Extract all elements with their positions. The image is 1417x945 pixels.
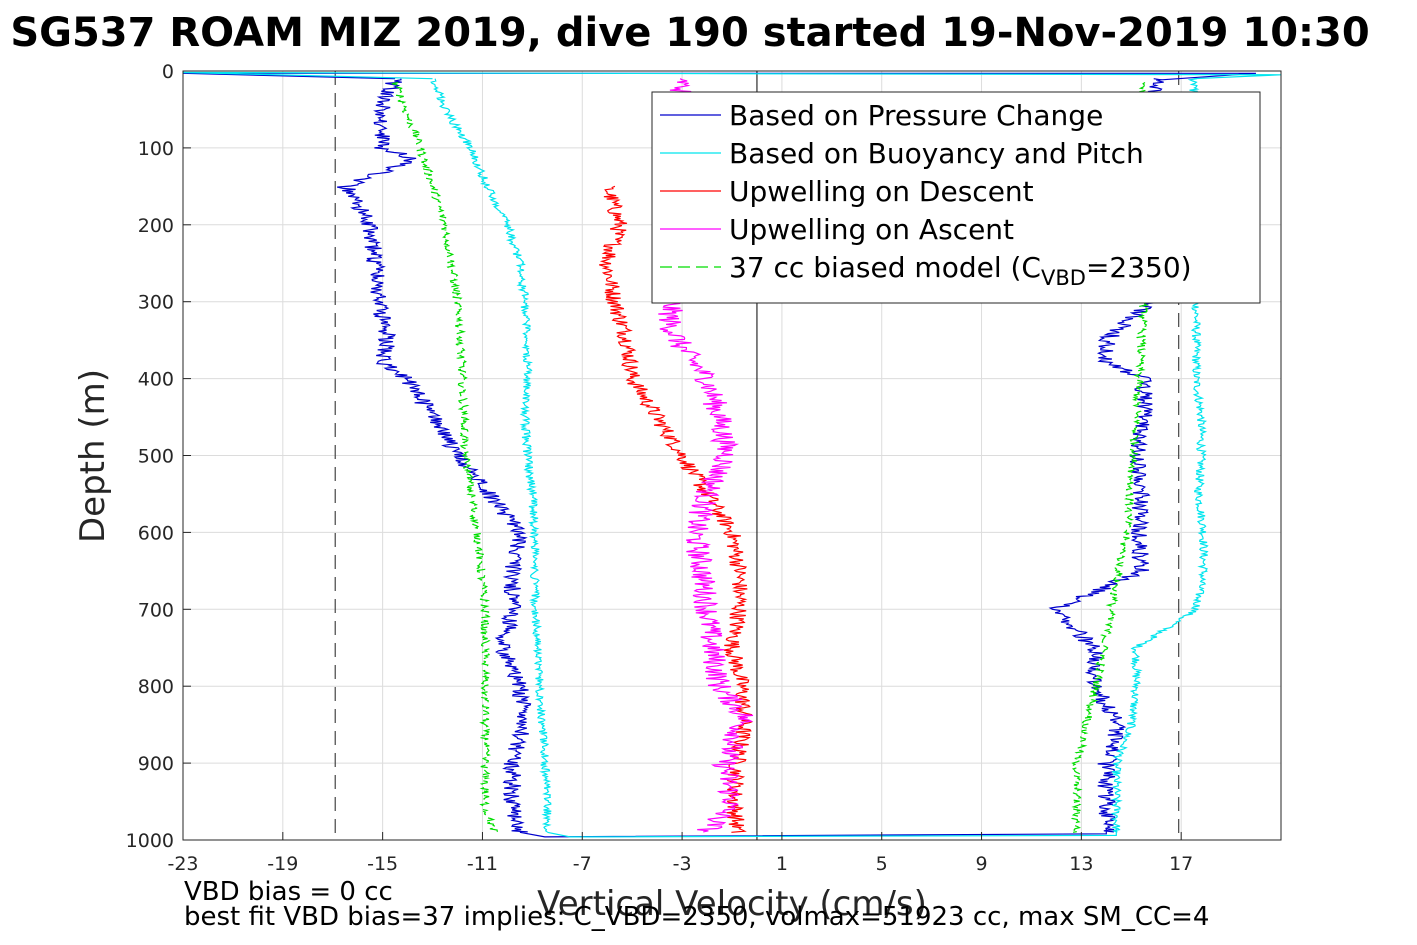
- y-tick-label: 500: [138, 446, 174, 468]
- best-fit-text: best fit VBD bias=37 implies: C_VBD=2350…: [184, 902, 1210, 932]
- turnaround-segment: [519, 828, 1107, 838]
- y-tick-label: 400: [138, 369, 174, 391]
- y-tick-label: 0: [162, 61, 174, 83]
- vbd-bias-text: VBD bias = 0 cc: [184, 877, 393, 907]
- series-line-descent: [391, 81, 499, 833]
- y-axis-label: Depth (m): [73, 369, 113, 543]
- series-line-descent: [430, 78, 552, 833]
- legend-label: Based on Pressure Change: [729, 99, 1103, 132]
- legend: Based on Pressure Change Based on Buoyanc…: [651, 91, 1261, 304]
- series-line-profile: [599, 185, 753, 833]
- x-tick-label: -11: [467, 853, 498, 875]
- x-tick-label: -15: [367, 853, 398, 875]
- x-axis-label: Vertical Velocity (cm/s): [537, 884, 927, 924]
- x-tick-label: -7: [573, 853, 592, 875]
- x-tick-label: 13: [1069, 853, 1093, 875]
- chart-title: SG537 ROAM MIZ 2019, dive 190 started 19…: [10, 10, 1369, 56]
- y-tick-label: 900: [138, 753, 174, 775]
- x-tick-label: -23: [167, 853, 198, 875]
- legend-label: 37 cc biased model (CVBD=2350): [729, 251, 1192, 290]
- y-tick-label: 100: [138, 138, 174, 160]
- y-tick-label: 600: [138, 522, 174, 544]
- axis-ticks: -23 -19 -15 -11 -7 -3 1 5 9 13 17 0 100 200 300 400 500 6…: [126, 61, 1194, 875]
- x-tick-label: 17: [1169, 853, 1193, 875]
- turnaround-segment: [547, 828, 1117, 838]
- y-tick-label: 700: [138, 599, 174, 621]
- y-tick-label: 800: [138, 676, 174, 698]
- x-tick-label: -19: [267, 853, 298, 875]
- y-tick-label: 300: [138, 292, 174, 314]
- legend-label: Based on Buoyancy and Pitch: [729, 137, 1144, 170]
- legend-label: Upwelling on Ascent: [729, 213, 1014, 246]
- y-tick-label: 200: [138, 215, 174, 237]
- x-tick-label: 9: [975, 853, 987, 875]
- x-tick-label: -3: [673, 853, 692, 875]
- turnaround-segment: [182, 71, 1282, 80]
- legend-box: [651, 91, 1261, 304]
- series-line-descent: [336, 78, 532, 833]
- x-tick-label: 5: [876, 853, 888, 875]
- legend-label: Upwelling on Descent: [729, 175, 1034, 208]
- x-tick-label: 1: [776, 853, 788, 875]
- y-tick-label: 1000: [126, 830, 174, 852]
